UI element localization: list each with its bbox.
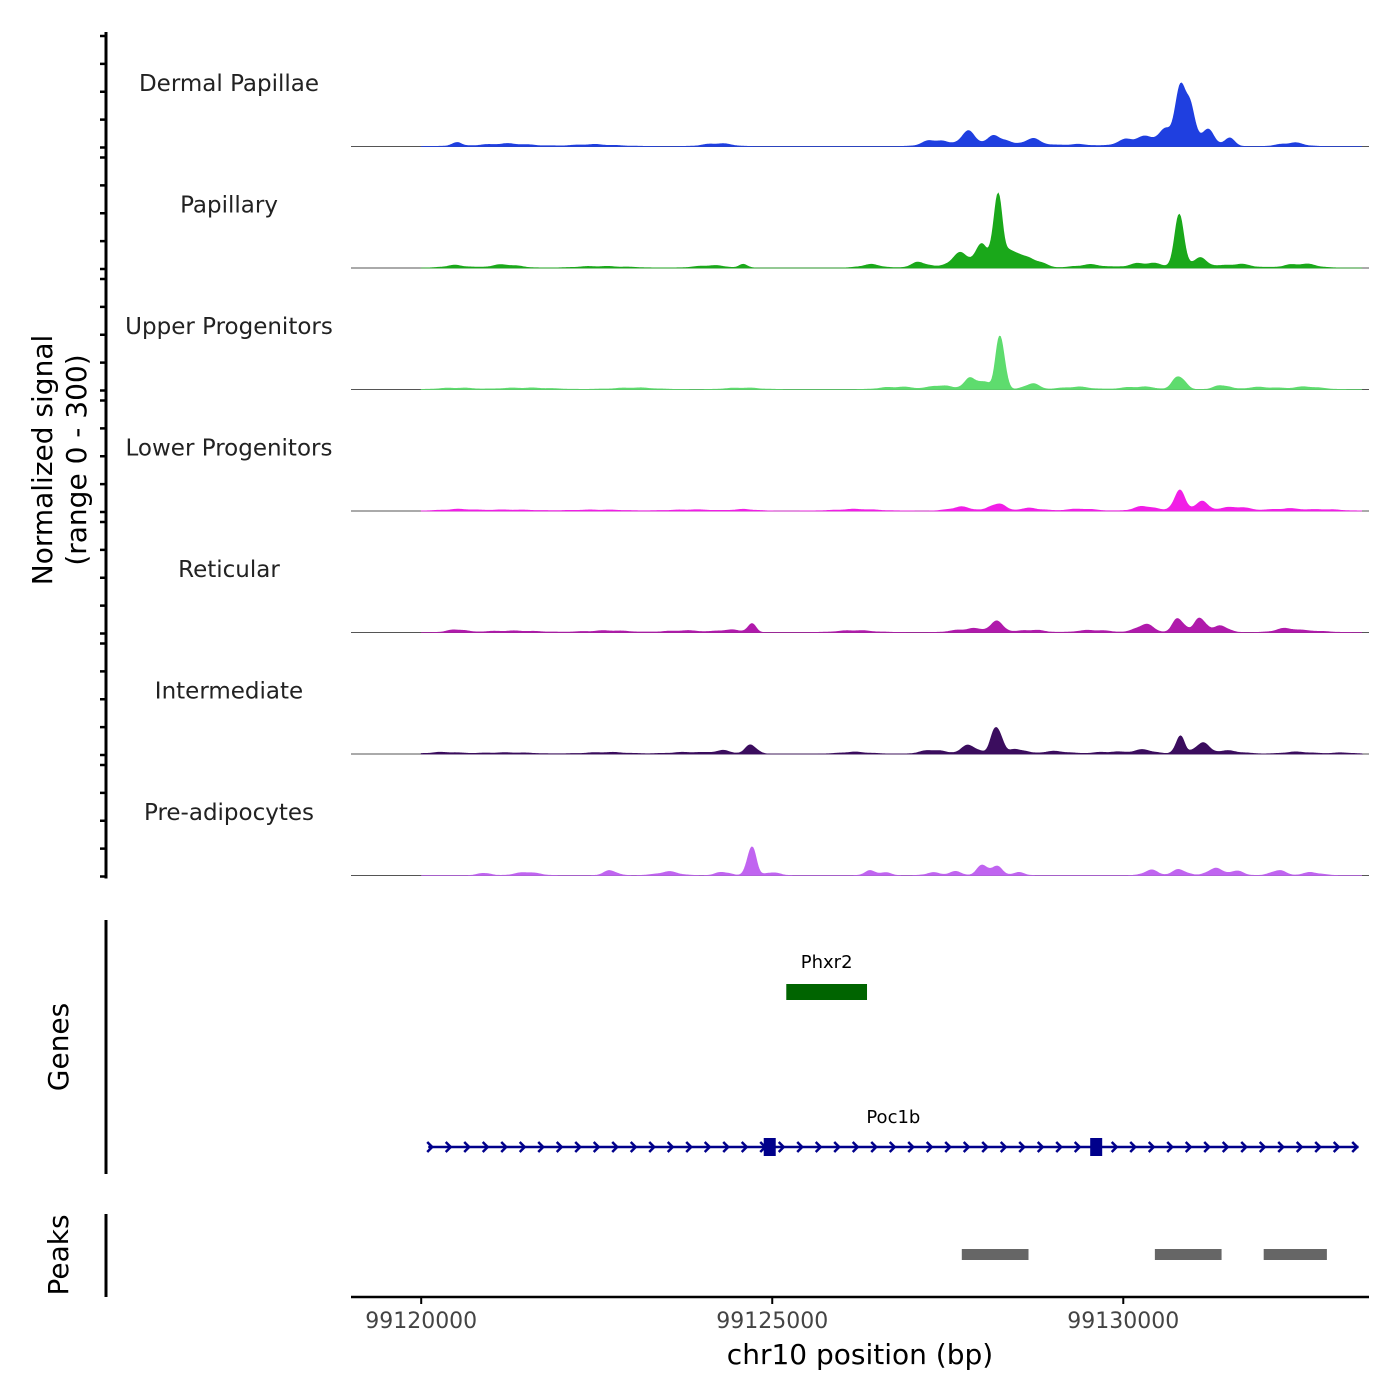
strand-arrow	[1221, 1141, 1230, 1153]
track-reticular: Reticular	[178, 557, 1369, 633]
peak-region	[961, 1249, 1029, 1260]
strand-arrow	[1147, 1141, 1156, 1153]
strand-arrow	[592, 1141, 601, 1153]
gene-exon	[1090, 1138, 1103, 1156]
genes-axis-title: Genes	[42, 1003, 75, 1091]
strand-arrow	[463, 1141, 471, 1153]
y-axis-title-line1: Normalized signal	[26, 335, 59, 586]
track-signal-area	[420, 192, 1362, 269]
gene-poc1b: Poc1b	[426, 1107, 1359, 1156]
x-axis-title: chr10 position (bp)	[727, 1338, 993, 1371]
track-label: Papillary	[180, 193, 278, 219]
track-papillary: Papillary	[180, 192, 1369, 269]
y-axis-title-line2: (range 0 - 300)	[60, 354, 93, 565]
peaks-axis-title: Peaks	[42, 1214, 75, 1295]
strand-arrow	[1110, 1141, 1119, 1153]
strand-arrow	[1332, 1141, 1341, 1153]
strand-arrow	[944, 1141, 952, 1153]
strand-arrow	[833, 1141, 841, 1153]
track-signal-area	[420, 489, 1363, 512]
strand-arrow	[1314, 1141, 1322, 1153]
strand-arrow	[1129, 1141, 1137, 1153]
track-dermal-papillae: Dermal Papillae	[139, 71, 1369, 147]
strand-arrow	[1166, 1141, 1174, 1153]
strand-arrow	[796, 1141, 804, 1153]
strand-arrow	[1036, 1141, 1045, 1153]
strand-arrow	[722, 1141, 730, 1153]
strand-arrow	[851, 1141, 860, 1153]
strand-arrow	[888, 1141, 897, 1153]
strand-arrow	[1184, 1141, 1193, 1153]
strand-arrow	[537, 1141, 545, 1153]
x-tick-label: 99130000	[1067, 1309, 1179, 1334]
strand-arrow	[1018, 1141, 1026, 1153]
strand-arrow	[426, 1141, 434, 1153]
strand-arrow	[814, 1141, 823, 1153]
strand-arrow	[870, 1141, 878, 1153]
x-axis: 99120000 99125000 99130000 chr10 position …	[351, 1295, 1369, 1371]
strand-arrow	[648, 1141, 656, 1153]
peaks-panel: Peaks	[42, 1214, 1327, 1297]
strand-arrow	[685, 1141, 693, 1153]
signal-tracks: Dermal Papillae Papillary Upper Progenitor…	[125, 71, 1369, 876]
strand-arrow	[981, 1141, 989, 1153]
track-pre-adipocytes: Pre-adipocytes	[144, 800, 1369, 876]
strand-arrow	[611, 1141, 619, 1153]
peak-region	[1263, 1249, 1327, 1260]
strand-arrow	[1277, 1141, 1285, 1153]
gene-exon	[763, 1138, 776, 1156]
gene-label: Phxr2	[801, 952, 853, 973]
strand-arrow	[740, 1141, 749, 1153]
strand-arrow	[444, 1141, 453, 1153]
strand-arrow	[1258, 1141, 1267, 1153]
track-label: Dermal Papillae	[139, 71, 319, 97]
strand-arrow	[703, 1141, 712, 1153]
strand-arrow	[574, 1141, 582, 1153]
strand-arrow	[555, 1141, 564, 1153]
genes-panel: Genes Phxr2 Poc1b	[42, 920, 1359, 1174]
track-upper-progenitors: Upper Progenitors	[125, 314, 1369, 390]
x-tick-label: 99120000	[365, 1309, 477, 1334]
track-signal-area	[420, 727, 1364, 755]
track-lower-progenitors: Lower Progenitors	[126, 436, 1369, 512]
strand-arrow	[1240, 1141, 1248, 1153]
strand-arrow	[1203, 1141, 1211, 1153]
strand-arrow	[777, 1141, 786, 1153]
strand-arrow	[1073, 1141, 1082, 1153]
strand-arrow	[925, 1141, 934, 1153]
gene-label: Poc1b	[866, 1107, 920, 1128]
strand-arrow	[962, 1141, 971, 1153]
track-signal-area	[420, 82, 1362, 147]
track-signal-area	[421, 617, 1362, 633]
strand-arrow	[666, 1141, 675, 1153]
track-signal-area	[421, 846, 1362, 876]
signal-y-axis-title: Normalized signal (range 0 - 300)	[26, 335, 93, 586]
track-intermediate: Intermediate	[155, 679, 1369, 755]
strand-arrow	[481, 1141, 490, 1153]
track-label: Upper Progenitors	[125, 314, 333, 340]
gene-phxr2: Phxr2	[786, 952, 868, 1000]
peak-region	[1154, 1249, 1222, 1260]
strand-arrow	[907, 1141, 915, 1153]
x-tick-label: 99125000	[716, 1309, 828, 1334]
strand-arrow	[629, 1141, 638, 1153]
track-label: Lower Progenitors	[126, 436, 333, 462]
strand-arrow	[500, 1141, 508, 1153]
strand-arrow	[518, 1141, 527, 1153]
track-label: Pre-adipocytes	[144, 800, 314, 826]
strand-arrow	[1351, 1141, 1359, 1153]
track-label: Reticular	[178, 557, 280, 583]
strand-arrow	[999, 1141, 1008, 1153]
track-label: Intermediate	[155, 679, 303, 705]
gene-exon	[786, 984, 868, 1000]
track-signal-area	[420, 335, 1362, 390]
strand-arrow	[1295, 1141, 1304, 1153]
signal-y-axis	[100, 32, 108, 879]
strand-arrow	[1055, 1141, 1063, 1153]
